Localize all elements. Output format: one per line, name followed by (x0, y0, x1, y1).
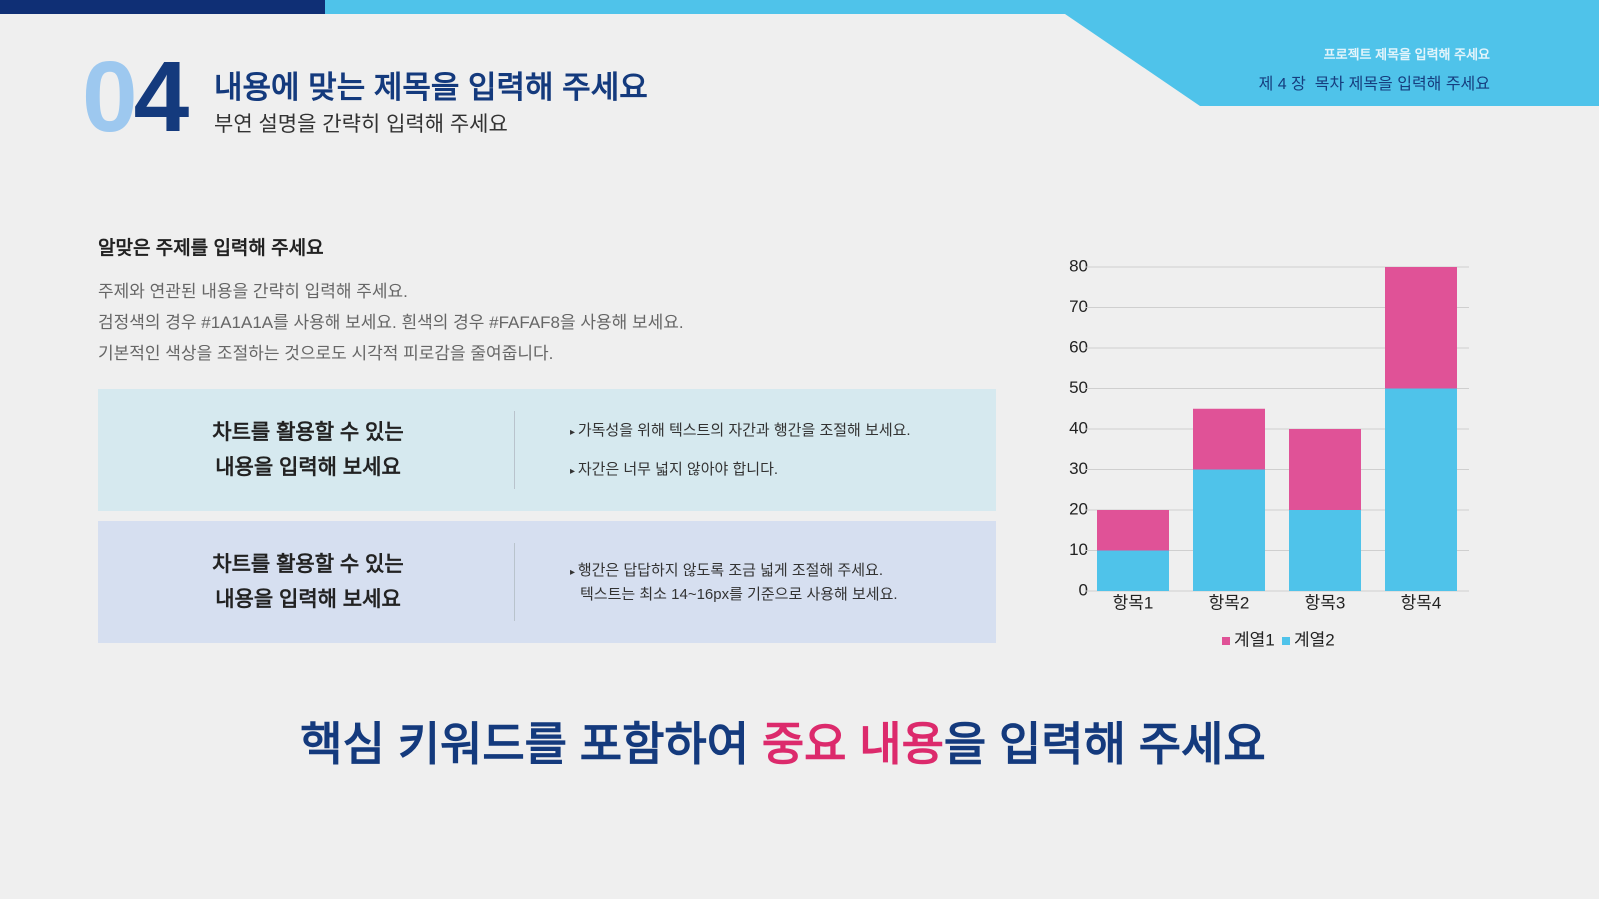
bullet: 자간은 너무 넓지 않아야 합니다. (570, 459, 911, 483)
section-heading: 알맞은 주제를 입력해 주세요 (98, 238, 324, 259)
bullet-line: 자간은 너무 넓지 않아야 합니다. (570, 459, 911, 483)
bullet-line: 행간은 답답하지 않도록 조금 넓게 조절해 주세요. (570, 560, 898, 584)
divider (514, 411, 515, 489)
text-line: 주제와 연관된 내용을 간략히 입력해 주세요. (98, 282, 408, 301)
section-number: 04 (82, 40, 190, 155)
bar-segment (1193, 408, 1265, 470)
bar-segment (1097, 510, 1169, 551)
bullet-list: 행간은 답답하지 않도록 조금 넓게 조절해 주세요. 텍스트는 최소 14~16… (570, 560, 898, 606)
number-light: 0 (82, 41, 138, 153)
x-tick-label: 항목4 (1401, 593, 1442, 612)
bullet-list: 가독성을 위해 텍스트의 자간과 행간을 조절해 보세요. 자간은 너무 넓지 않… (570, 420, 911, 483)
y-tick-label: 70 (1069, 297, 1088, 316)
bullet: 가독성을 위해 텍스트의 자간과 행간을 조절해 보세요. (570, 420, 911, 444)
y-tick-label: 0 (1079, 580, 1088, 599)
heading-line: 차트를 활용할 수 있는 (212, 553, 404, 576)
y-tick-label: 10 (1069, 540, 1088, 559)
y-tick-label: 50 (1069, 378, 1088, 397)
message-part: 중요 내용 (761, 718, 944, 770)
project-title: 프로젝트 제목을 입력해 주세요 (1323, 47, 1490, 62)
bullet-line: 텍스트는 최소 14~16px를 기준으로 사용해 보세요. (580, 586, 898, 603)
legend-label: 계열1 (1234, 630, 1275, 649)
heading-line: 내용을 입력해 보세요 (215, 456, 401, 479)
message-part: 핵심 키워드를 포함하여 (300, 718, 762, 770)
text-line: 기본적인 색상을 조절하는 것으로도 시각적 피로감을 줄여줍니다. (98, 344, 554, 363)
bar-segment (1385, 388, 1457, 591)
title: 내용에 맞는 제목을 입력해 주세요 (214, 70, 648, 105)
chapter-title: 제 4 장 목차 제목을 입력해 주세요 (1258, 76, 1490, 93)
bar-segment (1289, 510, 1361, 591)
y-tick-label: 40 (1069, 418, 1088, 437)
y-tick-label: 80 (1069, 256, 1088, 275)
corner-shape (1065, 0, 1599, 106)
divider (514, 543, 515, 621)
key-message: 핵심 키워드를 포함하여 중요 내용을 입력해 주세요 (0, 708, 1566, 774)
bullet: 행간은 답답하지 않도록 조금 넓게 조절해 주세요. 텍스트는 최소 14~16… (570, 560, 898, 606)
legend-swatch (1222, 637, 1230, 645)
heading-line: 차트를 활용할 수 있는 (212, 421, 404, 444)
y-tick-label: 60 (1069, 337, 1088, 356)
text-line: 검정색의 경우 #1A1A1A를 사용해 보세요. 흰색의 경우 #FAFAF8… (98, 313, 684, 332)
legend-label: 계열2 (1294, 630, 1335, 649)
bar-segment (1385, 267, 1457, 389)
x-tick-label: 항목1 (1113, 593, 1154, 612)
section-text: 주제와 연관된 내용을 간략히 입력해 주세요. 검정색의 경우 #1A1A1A를… (98, 276, 684, 369)
x-tick-label: 항목2 (1209, 593, 1250, 612)
message-part: 을 입력해 주세요 (943, 718, 1266, 770)
bullet-line: 가독성을 위해 텍스트의 자간과 행간을 조절해 보세요. (570, 420, 911, 444)
y-tick-label: 20 (1069, 499, 1088, 518)
x-tick-label: 항목3 (1305, 593, 1346, 612)
top-bar-accent (0, 0, 325, 14)
number-dark: 4 (133, 41, 190, 153)
bar-segment (1097, 550, 1169, 591)
bar-segment (1289, 429, 1361, 510)
y-tick-label: 30 (1069, 459, 1088, 478)
legend-swatch (1282, 637, 1290, 645)
bar-segment (1193, 469, 1265, 591)
subtitle: 부연 설명을 간략히 입력해 주세요 (214, 113, 508, 136)
heading-line: 내용을 입력해 보세요 (215, 588, 401, 611)
